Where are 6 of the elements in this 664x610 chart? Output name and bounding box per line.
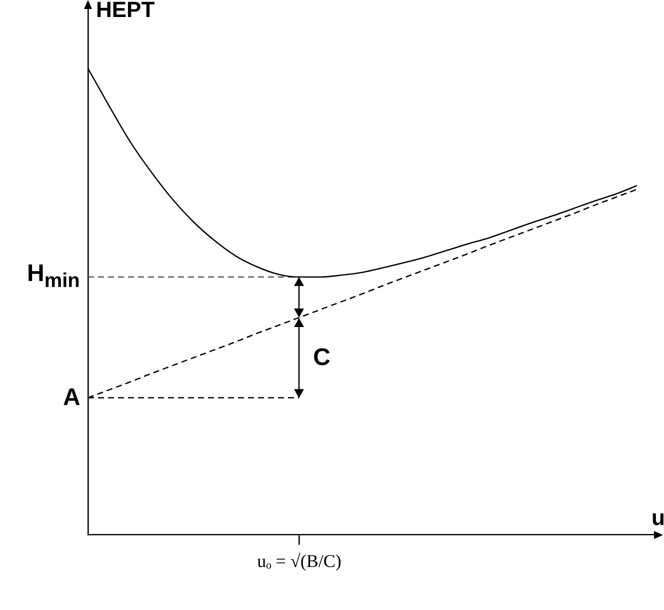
annotation: C: [313, 344, 330, 372]
text: H$_{min}$: [27, 260, 80, 294]
y-axis-title: HEPT: [96, 0, 155, 23]
text: A: [63, 384, 80, 412]
text: uₒ = √(B/C): [257, 550, 342, 572]
x-axis-title: u: [652, 504, 664, 531]
